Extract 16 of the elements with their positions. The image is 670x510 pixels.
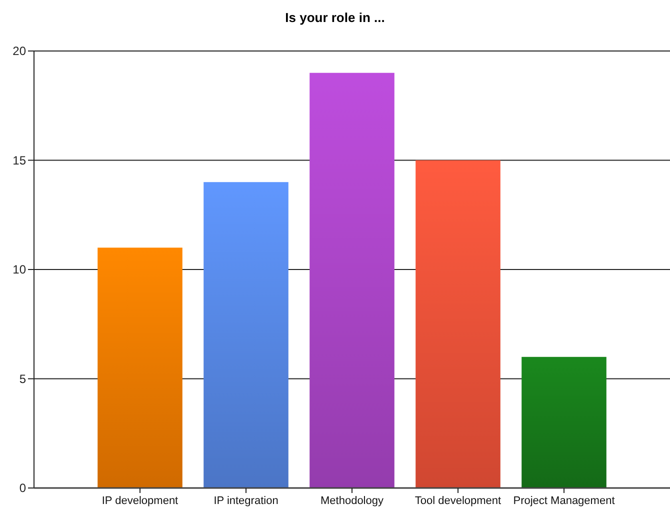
bar <box>310 72 394 488</box>
x-tick-label: Methodology <box>320 495 384 507</box>
y-tick-label: 10 <box>12 262 26 277</box>
x-tick-label: IP integration <box>214 495 278 507</box>
x-tick-label: Tool development <box>414 495 502 507</box>
y-tick-label: 20 <box>12 44 26 58</box>
chart-title: Is your role in ... <box>285 10 385 25</box>
y-tick-label: 0 <box>19 481 26 496</box>
y-tick-label: 15 <box>12 153 26 168</box>
x-tick-label: Project Management <box>513 495 615 507</box>
x-tick-label: IP development <box>102 495 178 507</box>
bar <box>416 160 500 488</box>
y-tick-label: 5 <box>19 372 26 386</box>
bar <box>522 356 606 488</box>
bar <box>204 182 288 488</box>
bar <box>98 248 182 488</box>
